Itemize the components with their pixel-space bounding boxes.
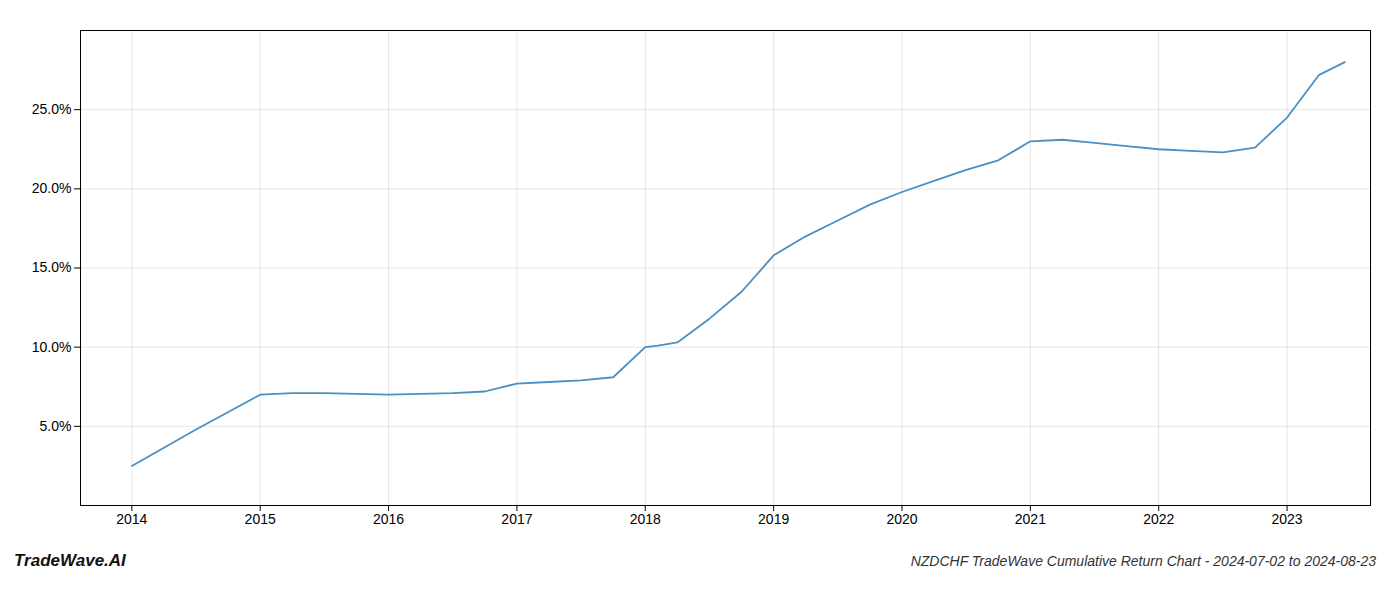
svg-text:2021: 2021 <box>1015 511 1046 527</box>
svg-text:15.0%: 15.0% <box>32 259 72 275</box>
html-text:TradeWave.AI: TradeWave.AI <box>14 551 126 570</box>
html-text:NZDCHF TradeWave Cumulative Re: NZDCHF TradeWave Cumulative Return Chart… <box>910 553 1376 569</box>
svg-text:2019: 2019 <box>758 511 789 527</box>
svg-text:2015: 2015 <box>245 511 276 527</box>
svg-text:5.0%: 5.0% <box>40 418 72 434</box>
svg-text:2017: 2017 <box>501 511 532 527</box>
svg-text:2018: 2018 <box>630 511 661 527</box>
svg-text:20.0%: 20.0% <box>32 180 72 196</box>
svg-text:25.0%: 25.0% <box>32 101 72 117</box>
svg-text:2014: 2014 <box>116 511 147 527</box>
svg-text:2020: 2020 <box>886 511 917 527</box>
svg-text:2023: 2023 <box>1271 511 1302 527</box>
svg-text:2016: 2016 <box>373 511 404 527</box>
svg-text:2022: 2022 <box>1143 511 1174 527</box>
svg-text:10.0%: 10.0% <box>32 339 72 355</box>
